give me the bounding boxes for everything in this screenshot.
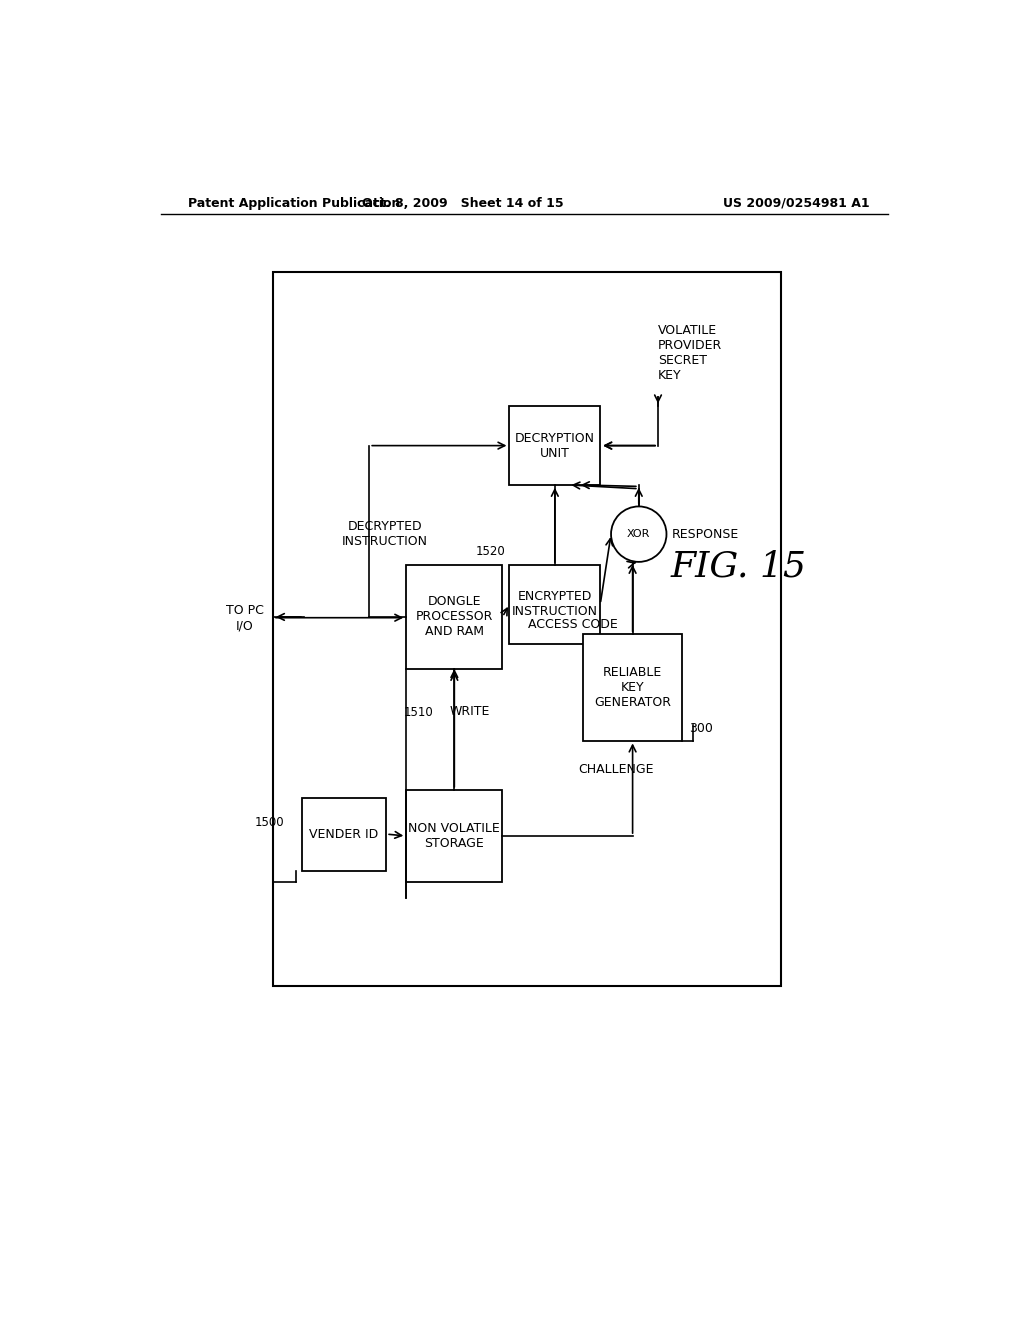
Text: 1520: 1520	[476, 545, 506, 557]
Text: VENDER ID: VENDER ID	[309, 828, 379, 841]
Bar	[509, 565, 600, 644]
Bar	[407, 565, 503, 669]
Text: DECRYPTED
INSTRUCTION: DECRYPTED INSTRUCTION	[342, 520, 428, 548]
Text: 1510: 1510	[403, 706, 433, 719]
Text: Oct. 8, 2009   Sheet 14 of 15: Oct. 8, 2009 Sheet 14 of 15	[362, 197, 564, 210]
Circle shape	[611, 507, 667, 562]
Text: NON VOLATILE
STORAGE: NON VOLATILE STORAGE	[409, 822, 500, 850]
Bar	[509, 407, 600, 484]
Text: US 2009/0254981 A1: US 2009/0254981 A1	[723, 197, 869, 210]
Text: DONGLE
PROCESSOR
AND RAM: DONGLE PROCESSOR AND RAM	[416, 595, 493, 639]
Bar	[301, 797, 386, 871]
Text: ACCESS CODE: ACCESS CODE	[527, 618, 617, 631]
Bar	[273, 272, 781, 986]
Text: XOR: XOR	[627, 529, 650, 539]
Text: RELIABLE
KEY
GENERATOR: RELIABLE KEY GENERATOR	[594, 665, 671, 709]
Text: 300: 300	[689, 722, 713, 735]
Bar	[584, 635, 682, 741]
Text: Patent Application Publication: Patent Application Publication	[188, 197, 400, 210]
Text: WRITE: WRITE	[450, 705, 490, 718]
Text: ENCRYPTED
INSTRUCTION: ENCRYPTED INSTRUCTION	[512, 590, 598, 618]
Text: FIG. 15: FIG. 15	[671, 549, 807, 583]
Text: DECRYPTION
UNIT: DECRYPTION UNIT	[515, 432, 595, 459]
Text: TO PC
I/O: TO PC I/O	[225, 605, 263, 632]
Text: 1500: 1500	[255, 816, 285, 829]
Bar	[407, 789, 503, 882]
Text: CHALLENGE: CHALLENGE	[578, 763, 653, 776]
Text: VOLATILE
PROVIDER
SECRET
KEY: VOLATILE PROVIDER SECRET KEY	[658, 323, 722, 381]
Text: RESPONSE: RESPONSE	[672, 528, 739, 541]
